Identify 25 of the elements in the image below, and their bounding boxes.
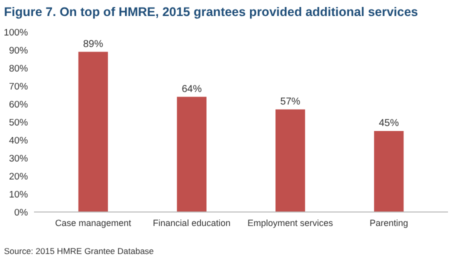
y-tick-label: 100% <box>4 27 29 38</box>
bar <box>374 131 404 212</box>
x-tick-label: Employment services <box>248 218 334 228</box>
data-label: 57% <box>280 96 300 108</box>
data-label: 64% <box>182 84 202 95</box>
bar <box>176 96 206 212</box>
y-tick-label: 80% <box>8 63 29 74</box>
y-tick-label: 60% <box>8 99 29 110</box>
y-tick-label: 0% <box>14 207 29 218</box>
x-tick-label: Parenting <box>370 218 408 228</box>
y-tick-label: 10% <box>8 189 29 200</box>
y-tick-label: 30% <box>8 153 29 164</box>
bar <box>276 109 306 212</box>
y-tick-label: 20% <box>8 171 29 182</box>
data-label: 45% <box>378 118 399 129</box>
x-tick-label: Case management <box>55 218 132 228</box>
chart-title: Figure 7. On top of HMRE, 2015 grantees provided additional services <box>4 5 418 19</box>
source-note: Source: 2015 HMRE Grantee Database <box>4 246 154 256</box>
y-tick-label: 90% <box>8 45 29 56</box>
x-tick-label: Financial education <box>152 218 230 228</box>
y-tick-label: 70% <box>8 81 29 92</box>
y-tick-label: 50% <box>8 117 29 128</box>
data-label: 89% <box>83 38 104 50</box>
bar <box>78 52 108 212</box>
y-tick-label: 40% <box>8 135 29 146</box>
